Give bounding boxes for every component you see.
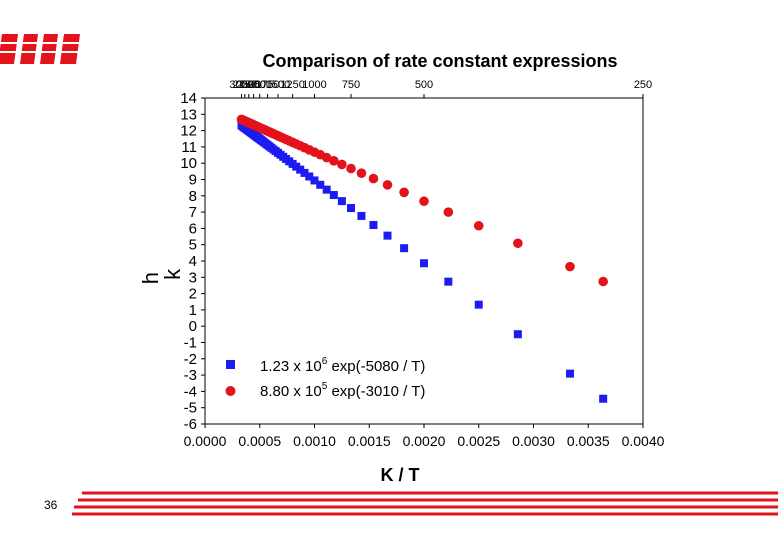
y-tick-label: -6 — [184, 416, 197, 433]
top-tick-label: 1750 — [255, 79, 279, 91]
top-tick-label: 2250 — [241, 79, 265, 91]
data-point — [473, 220, 484, 231]
legend-entry-2: 8.80 x 105 exp(-3010 / T) — [260, 381, 425, 400]
data-point — [368, 173, 379, 184]
brand-logo — [0, 34, 82, 64]
data-point — [321, 152, 332, 163]
y-axis-label: h k — [138, 266, 185, 284]
x-tick-label: 0.0010 — [293, 433, 336, 449]
legend-marker-2 — [225, 386, 236, 396]
top-tick-label: 1000 — [302, 79, 326, 91]
y-tick-label: 2 — [189, 286, 197, 303]
x-axis-label: K / T — [381, 465, 420, 485]
data-point — [513, 330, 522, 339]
y-tick-label: -1 — [184, 335, 197, 352]
y-axis-label-k: k — [160, 268, 185, 280]
top-tick-label: 500 — [415, 79, 433, 91]
legend-entry-1: 1.23 x 106 exp(-5080 / T) — [260, 356, 425, 375]
data-point — [444, 277, 453, 286]
top-tick-label: 2500 — [237, 79, 261, 91]
data-point — [443, 207, 454, 217]
x-tick-label: 0.0030 — [512, 433, 555, 449]
y-tick-label: 9 — [189, 172, 197, 189]
data-point — [310, 176, 319, 185]
legend: 1.23 x 106 exp(-5080 / T) 8.80 x 105 exp… — [225, 356, 425, 400]
y-tick-label: 1 — [189, 302, 197, 319]
data-point — [337, 159, 347, 170]
y-tick-label: 4 — [189, 253, 197, 270]
data-point — [513, 238, 523, 249]
series-2 — [236, 114, 608, 287]
data-point — [329, 191, 338, 200]
y-tick-label: -4 — [184, 383, 197, 400]
data-point — [598, 276, 608, 287]
page-number: 36 — [44, 498, 58, 512]
data-point — [383, 231, 392, 240]
y-tick-label: 11 — [181, 139, 197, 156]
x-tick-label: 0.0025 — [457, 433, 500, 449]
y-tick-label: 5 — [189, 237, 197, 254]
legend-marker-1 — [226, 360, 235, 369]
y-tick-label: 0 — [189, 318, 197, 335]
data-point — [382, 180, 393, 190]
data-point — [566, 369, 574, 378]
y-tick-label: 7 — [189, 204, 197, 221]
data-point — [369, 221, 378, 230]
top-tick-label: 250 — [634, 79, 652, 91]
top-tick-label: 750 — [342, 79, 360, 91]
x-tick-label: 0.0000 — [184, 433, 227, 449]
y-tick-label: 6 — [189, 220, 197, 237]
y-axis-label-prefix: h — [138, 272, 163, 284]
x-tick-label: 0.0020 — [403, 433, 446, 449]
data-point — [329, 156, 339, 166]
y-tick-label: 14 — [180, 90, 197, 107]
top-tick-label: 2750 — [233, 79, 257, 91]
data-point — [337, 197, 346, 206]
data-point — [565, 261, 575, 272]
x-tick-label: 0.0035 — [567, 433, 610, 449]
top-tick-label: 1250 — [280, 79, 304, 91]
data-point — [305, 172, 314, 181]
x-tick-label: 0.0040 — [622, 433, 665, 449]
x-tick-label: 0.0015 — [348, 433, 391, 449]
data-point — [356, 168, 367, 178]
data-point — [322, 185, 331, 194]
top-tick-label: 1500 — [266, 79, 290, 91]
data-point — [474, 300, 483, 309]
y-tick-label: 12 — [180, 123, 197, 140]
x-tick-label: 0.0005 — [238, 433, 281, 449]
data-point — [316, 180, 325, 189]
series-1 — [237, 121, 608, 403]
top-tick-label: 2000 — [248, 79, 272, 91]
data-point — [347, 204, 355, 213]
data-point — [346, 163, 356, 174]
y-tick-label: -5 — [184, 400, 197, 417]
y-tick-label: 3 — [189, 269, 197, 286]
data-point — [400, 244, 409, 253]
chart-title: Comparison of rate constant expressions — [262, 51, 617, 71]
data-point — [419, 196, 429, 207]
footer-rules — [72, 491, 778, 516]
data-point — [357, 211, 366, 220]
data-point — [296, 165, 305, 174]
y-tick-label: -3 — [184, 367, 197, 384]
y-tick-label: 13 — [180, 106, 197, 123]
y-tick-label: -2 — [184, 351, 197, 368]
y-tick-label: 10 — [180, 155, 197, 172]
top-tick-label: 3000 — [229, 79, 253, 91]
data-point — [599, 394, 608, 403]
data-point — [420, 259, 428, 268]
y-tick-label: 8 — [189, 188, 197, 205]
data-point — [399, 187, 409, 198]
x-axis: 0.0000 0.0005 0.0010 0.0015 0.0020 0.0025 0.00… — [184, 424, 665, 449]
data-series — [236, 114, 608, 403]
data-point — [300, 168, 309, 177]
